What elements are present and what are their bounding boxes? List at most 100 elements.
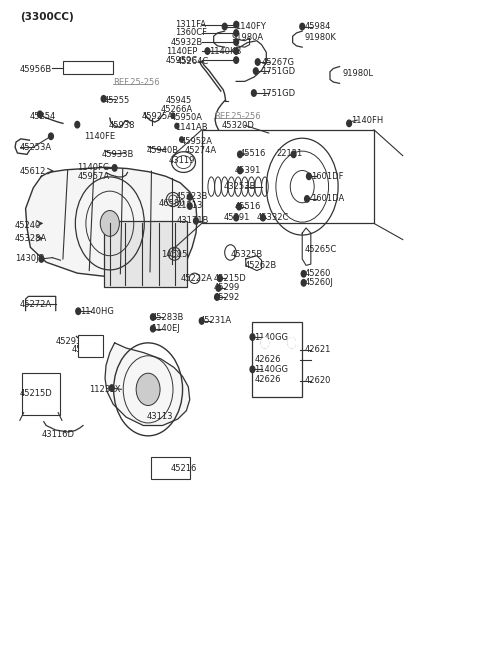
Circle shape <box>151 325 156 332</box>
Circle shape <box>39 256 44 262</box>
Text: 45215D: 45215D <box>20 389 53 398</box>
Text: 45612: 45612 <box>20 167 46 175</box>
Circle shape <box>175 124 179 129</box>
Bar <box>63 61 113 74</box>
Circle shape <box>234 214 239 221</box>
Text: 45391: 45391 <box>223 213 250 222</box>
Text: 42621: 42621 <box>305 345 331 355</box>
Text: 45925A: 45925A <box>142 113 174 122</box>
Circle shape <box>217 275 222 281</box>
Circle shape <box>288 338 296 348</box>
Text: 45932B: 45932B <box>170 38 203 47</box>
Circle shape <box>261 338 269 348</box>
Text: 1751GD: 1751GD <box>262 89 296 98</box>
Text: 45933B: 45933B <box>101 150 133 159</box>
Text: 45254: 45254 <box>29 113 56 122</box>
Text: 45938: 45938 <box>108 122 135 131</box>
Text: 1430JB: 1430JB <box>15 254 45 263</box>
Text: 45320D: 45320D <box>222 121 255 130</box>
Text: 91980A: 91980A <box>231 33 264 42</box>
Text: 45240: 45240 <box>15 221 41 230</box>
Circle shape <box>101 96 106 102</box>
Text: 45940B: 45940B <box>147 146 179 155</box>
Circle shape <box>151 314 156 320</box>
Text: 1140FY: 1140FY <box>235 22 266 31</box>
Polygon shape <box>25 168 197 277</box>
Text: 45945: 45945 <box>166 96 192 105</box>
Text: 45260J: 45260J <box>305 278 334 287</box>
Circle shape <box>187 193 192 200</box>
Text: 46580: 46580 <box>158 199 185 208</box>
Text: 43119: 43119 <box>168 157 194 165</box>
Text: 45950A: 45950A <box>170 113 203 122</box>
Text: 45222A: 45222A <box>180 274 212 283</box>
Circle shape <box>112 165 117 171</box>
Text: 45956B: 45956B <box>20 65 52 74</box>
Circle shape <box>255 59 260 65</box>
Text: 1123LX: 1123LX <box>89 385 121 394</box>
Text: 45264C: 45264C <box>177 57 209 66</box>
Circle shape <box>234 21 239 28</box>
Text: (3300CC): (3300CC) <box>20 12 73 22</box>
Text: 45217: 45217 <box>72 345 98 355</box>
Polygon shape <box>105 343 190 426</box>
Text: 45267G: 45267G <box>262 58 295 67</box>
Text: 42620: 42620 <box>305 377 331 386</box>
Circle shape <box>301 270 306 277</box>
Text: 14615: 14615 <box>161 250 187 259</box>
Text: 1140GG: 1140GG <box>254 365 288 374</box>
Text: 45292: 45292 <box>214 292 240 302</box>
Text: 45283B: 45283B <box>152 313 184 322</box>
FancyBboxPatch shape <box>104 221 187 287</box>
Bar <box>202 130 374 223</box>
Text: 91980K: 91980K <box>305 33 336 42</box>
Circle shape <box>250 334 255 340</box>
Text: 1140GG: 1140GG <box>254 333 288 342</box>
Circle shape <box>100 210 120 236</box>
Text: 45260: 45260 <box>305 269 331 278</box>
Text: 1751GD: 1751GD <box>262 67 296 76</box>
Circle shape <box>234 48 239 54</box>
Bar <box>78 335 103 357</box>
Text: 1140FE: 1140FE <box>84 132 116 141</box>
Circle shape <box>180 137 183 142</box>
Text: REF.25-256: REF.25-256 <box>113 78 160 87</box>
Text: 45255: 45255 <box>104 96 130 105</box>
FancyBboxPatch shape <box>22 373 60 415</box>
Text: 1601DA: 1601DA <box>311 194 344 203</box>
Circle shape <box>301 280 306 286</box>
Text: 45323B: 45323B <box>175 192 208 201</box>
Text: 45325B: 45325B <box>230 250 263 259</box>
Circle shape <box>187 203 192 209</box>
Text: 43116D: 43116D <box>41 430 74 439</box>
Text: 45262B: 45262B <box>245 261 277 270</box>
Text: 45299: 45299 <box>214 283 240 292</box>
Text: 45959C: 45959C <box>166 56 198 65</box>
Circle shape <box>222 23 227 30</box>
Text: 1140EJ: 1140EJ <box>152 324 180 333</box>
Text: 42626: 42626 <box>254 355 281 364</box>
Circle shape <box>205 48 210 54</box>
Text: 1141AB: 1141AB <box>175 124 208 133</box>
Text: REF.25-256: REF.25-256 <box>214 112 260 121</box>
Circle shape <box>76 308 81 314</box>
Circle shape <box>291 151 296 158</box>
Circle shape <box>250 366 255 373</box>
Text: 43253B: 43253B <box>223 182 256 191</box>
Text: 1140HG: 1140HG <box>80 307 114 316</box>
Circle shape <box>215 294 219 300</box>
Text: 1140KB: 1140KB <box>209 47 242 56</box>
Text: 1360CF: 1360CF <box>175 28 207 38</box>
Text: 1140FH: 1140FH <box>351 116 384 125</box>
Text: 45216: 45216 <box>170 464 197 472</box>
Text: 45253A: 45253A <box>20 143 52 152</box>
Text: 45272A: 45272A <box>20 300 52 309</box>
Circle shape <box>75 122 80 128</box>
Circle shape <box>347 120 351 127</box>
Text: 45265C: 45265C <box>305 245 337 254</box>
Circle shape <box>136 373 160 406</box>
Text: 45391: 45391 <box>234 166 261 175</box>
Text: 45293A: 45293A <box>56 337 88 346</box>
Circle shape <box>238 168 242 173</box>
Circle shape <box>307 173 312 179</box>
